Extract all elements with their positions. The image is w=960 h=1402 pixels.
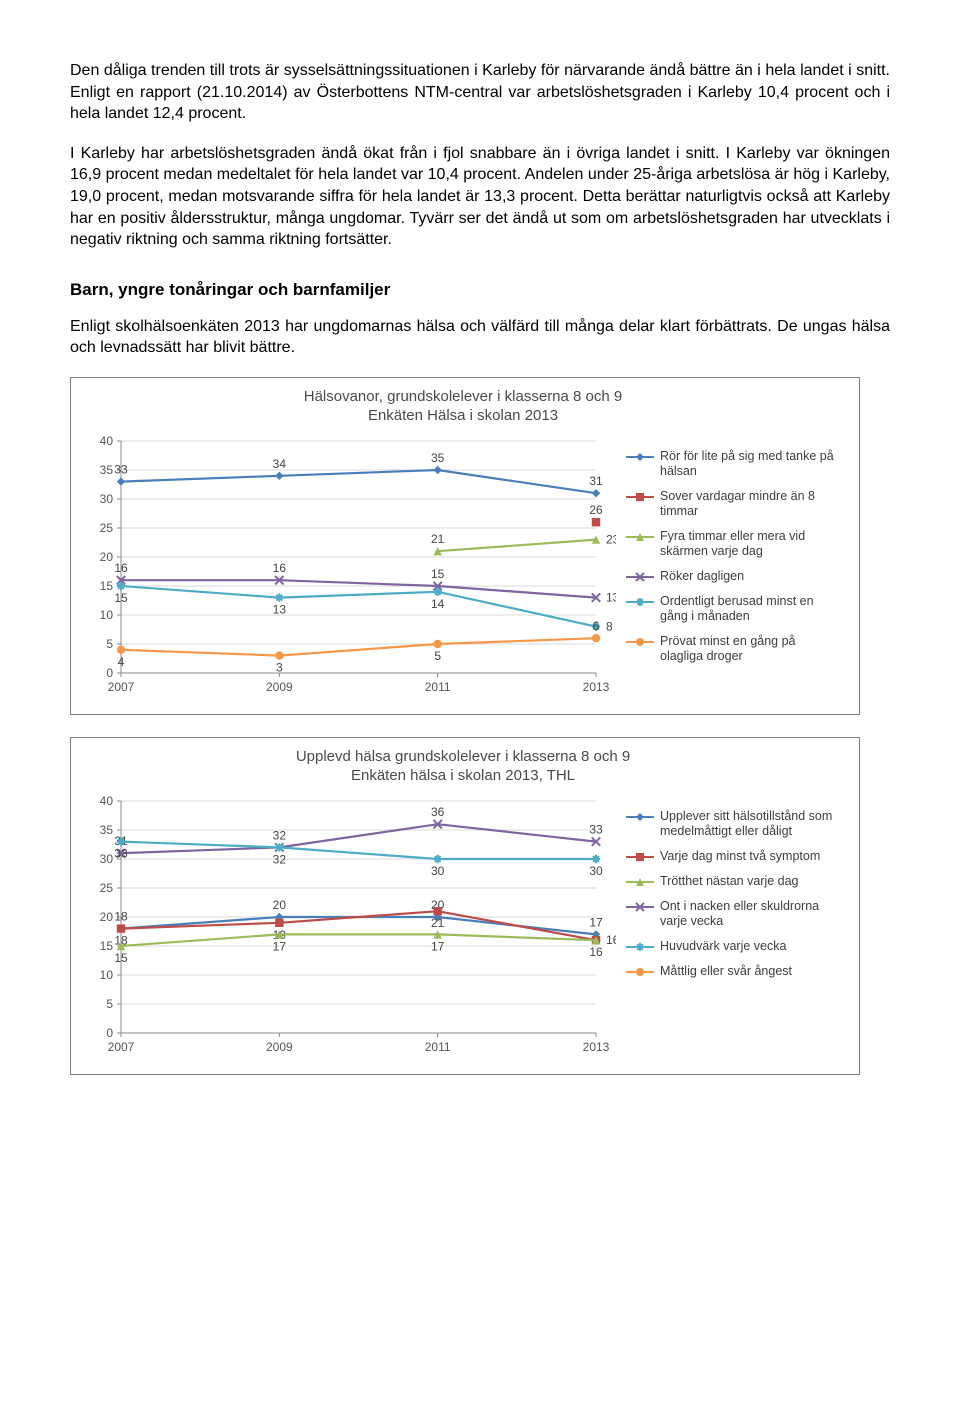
legend-item: Röker dagligen <box>626 569 841 584</box>
svg-text:30: 30 <box>431 864 445 878</box>
svg-text:3: 3 <box>276 661 283 675</box>
svg-text:25: 25 <box>100 881 114 895</box>
svg-text:13: 13 <box>273 603 287 617</box>
svg-text:40: 40 <box>100 794 114 808</box>
legend-item: Fyra timmar eller mera vid skärmen varje… <box>626 529 841 559</box>
chart1-title: Hälsovanor, grundskolelever i klasserna … <box>81 388 845 426</box>
svg-text:26: 26 <box>589 504 603 518</box>
legend-item: Huvudvärk varje vecka <box>626 939 841 954</box>
svg-text:15: 15 <box>100 939 114 953</box>
legend-item: Sover vardagar mindre än 8 timmar <box>626 489 841 519</box>
legend-item: Måttlig eller svår ångest <box>626 964 841 979</box>
svg-text:20: 20 <box>100 910 114 924</box>
svg-text:35: 35 <box>100 463 114 477</box>
svg-text:36: 36 <box>431 806 445 820</box>
svg-text:21: 21 <box>431 917 445 931</box>
svg-text:20: 20 <box>100 550 114 564</box>
svg-text:21: 21 <box>431 533 445 547</box>
svg-text:8: 8 <box>606 620 613 634</box>
svg-text:15: 15 <box>114 591 128 605</box>
svg-text:25: 25 <box>100 521 114 535</box>
svg-text:16: 16 <box>589 946 603 960</box>
svg-text:13: 13 <box>606 591 616 605</box>
svg-text:20: 20 <box>273 898 287 912</box>
svg-text:15: 15 <box>431 567 445 581</box>
svg-text:5: 5 <box>106 637 113 651</box>
svg-text:17: 17 <box>273 940 287 954</box>
chart2-plot: 0510152025303540200720092011201318202017… <box>81 791 616 1068</box>
svg-text:17: 17 <box>431 940 445 954</box>
svg-text:2009: 2009 <box>266 680 293 694</box>
section-heading: Barn, yngre tonåringar och barnfamiljer <box>70 279 890 302</box>
svg-text:0: 0 <box>106 666 113 680</box>
svg-text:5: 5 <box>106 997 113 1011</box>
svg-text:4: 4 <box>118 655 125 669</box>
svg-text:35: 35 <box>100 823 114 837</box>
svg-text:30: 30 <box>589 864 603 878</box>
legend-item: Varje dag minst två symptom <box>626 849 841 864</box>
chart-perceived-health: Upplevd hälsa grundskolelever i klassern… <box>70 737 860 1075</box>
svg-text:15: 15 <box>100 579 114 593</box>
paragraph-3: Enligt skolhälsoenkäten 2013 har ungdoma… <box>70 316 890 359</box>
svg-text:2013: 2013 <box>583 1040 610 1054</box>
legend-item: Ont i nacken eller skuldrorna varje veck… <box>626 899 841 929</box>
svg-text:32: 32 <box>273 829 287 843</box>
svg-text:30: 30 <box>100 492 114 506</box>
svg-text:10: 10 <box>100 968 114 982</box>
svg-text:2011: 2011 <box>425 680 451 694</box>
legend-item: Rör för lite på sig med tanke på hälsan <box>626 449 841 479</box>
paragraph-1: Den dåliga trenden till trots är syssels… <box>70 60 890 125</box>
chart-health-habits: Hälsovanor, grundskolelever i klasserna … <box>70 377 860 715</box>
svg-text:32: 32 <box>273 853 287 867</box>
svg-text:2007: 2007 <box>108 680 135 694</box>
svg-text:16: 16 <box>114 562 128 576</box>
chart2-legend: Upplever sitt hälsotillstånd som medelmå… <box>616 791 841 1068</box>
svg-text:18: 18 <box>114 910 128 924</box>
legend-item: Upplever sitt hälsotillstånd som medelmå… <box>626 809 841 839</box>
chart2-title: Upplevd hälsa grundskolelever i klassern… <box>81 748 845 786</box>
svg-text:33: 33 <box>114 463 128 477</box>
svg-text:34: 34 <box>273 457 287 471</box>
paragraph-2: I Karleby har arbetslöshetsgraden ändå ö… <box>70 143 890 251</box>
svg-text:2009: 2009 <box>266 1040 293 1054</box>
svg-text:23: 23 <box>606 533 616 547</box>
svg-text:10: 10 <box>100 608 114 622</box>
svg-text:16: 16 <box>273 562 287 576</box>
svg-text:16: 16 <box>606 934 616 948</box>
svg-text:2011: 2011 <box>425 1040 451 1054</box>
legend-item: Trötthet nästan varje dag <box>626 874 841 889</box>
svg-text:2013: 2013 <box>583 680 610 694</box>
legend-item: Prövat minst en gång på olagliga droger <box>626 634 841 664</box>
svg-text:33: 33 <box>589 823 603 837</box>
svg-text:2007: 2007 <box>108 1040 135 1054</box>
svg-text:30: 30 <box>100 852 114 866</box>
chart1-legend: Rör för lite på sig med tanke på hälsan … <box>616 431 841 708</box>
svg-text:35: 35 <box>431 451 445 465</box>
svg-text:5: 5 <box>434 649 441 663</box>
svg-text:31: 31 <box>589 475 603 489</box>
svg-text:6: 6 <box>593 620 600 634</box>
svg-text:33: 33 <box>114 847 128 861</box>
svg-text:15: 15 <box>114 951 128 965</box>
svg-text:0: 0 <box>106 1026 113 1040</box>
svg-text:17: 17 <box>589 916 603 930</box>
chart1-plot: 0510152025303540200720092011201333343531… <box>81 431 616 708</box>
legend-item: Ordentligt berusad minst en gång i månad… <box>626 594 841 624</box>
svg-text:40: 40 <box>100 434 114 448</box>
svg-text:14: 14 <box>431 597 445 611</box>
